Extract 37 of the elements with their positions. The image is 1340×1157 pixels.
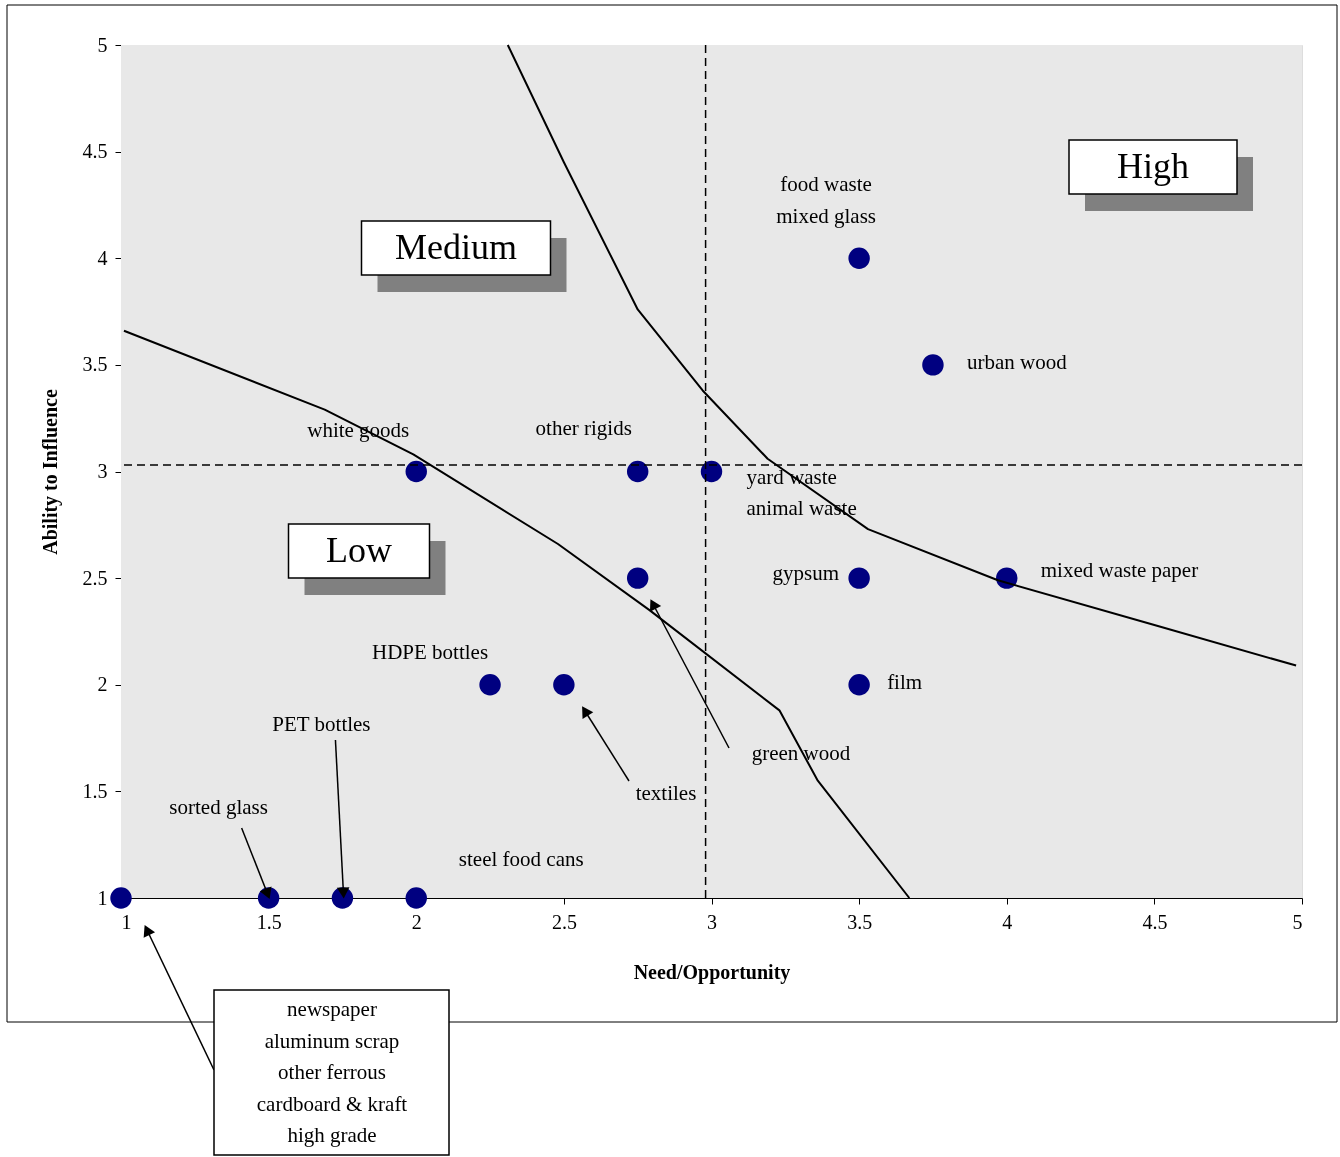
annotation: Low	[326, 530, 392, 570]
y-axis-title: Ability to Influence	[38, 389, 62, 555]
annotation: sorted glass	[169, 795, 268, 819]
y-tick-label: 4	[97, 246, 108, 269]
annotation: film	[887, 669, 923, 694]
annotation: food waste mixed glass	[776, 172, 876, 228]
text: newspaper aluminum scrap other ferrous cardboard & kraft high grade	[256, 997, 408, 1147]
annotation: steel food cans	[458, 847, 584, 871]
x-tick-label: 3.5	[847, 910, 873, 933]
x-tick-label: 1.5	[256, 910, 282, 933]
annotation: HDPE bottles	[372, 639, 489, 664]
x-tick-label: 2.5	[551, 910, 577, 933]
annotation: PET bottles	[272, 712, 371, 736]
y-tick-label: 4.5	[82, 140, 108, 163]
annotation: mixed waste paper	[1040, 558, 1199, 583]
annotation: other rigids	[535, 415, 632, 440]
annotation: gypsum	[772, 561, 840, 586]
y-tick-label: 3	[97, 460, 108, 482]
annotation: urban wood	[966, 349, 1068, 374]
y-tick-label: 5	[97, 33, 108, 56]
y-tick-label: 2.5	[82, 566, 108, 589]
x-tick-label: 4	[1002, 910, 1013, 933]
annotation: High	[1117, 146, 1189, 186]
y-tick-label: 1	[97, 886, 108, 909]
x-tick-label: 1	[121, 910, 132, 933]
annotation: textiles	[635, 781, 697, 805]
annotation: Medium	[395, 227, 517, 267]
x-tick-label: 5	[1292, 910, 1303, 933]
y-tick-label: 2	[97, 673, 108, 696]
annotation: white goods	[307, 417, 410, 442]
y-tick-label: 1.5	[82, 779, 108, 802]
annotation: green wood	[751, 741, 851, 765]
x-tick-label: 2	[411, 910, 422, 933]
x-axis-title: Need/Opportunity	[633, 960, 791, 984]
y-tick-label: 3.5	[82, 353, 108, 376]
x-tick-label: 4.5	[1142, 910, 1168, 933]
x-tick-label: 3	[707, 910, 717, 933]
